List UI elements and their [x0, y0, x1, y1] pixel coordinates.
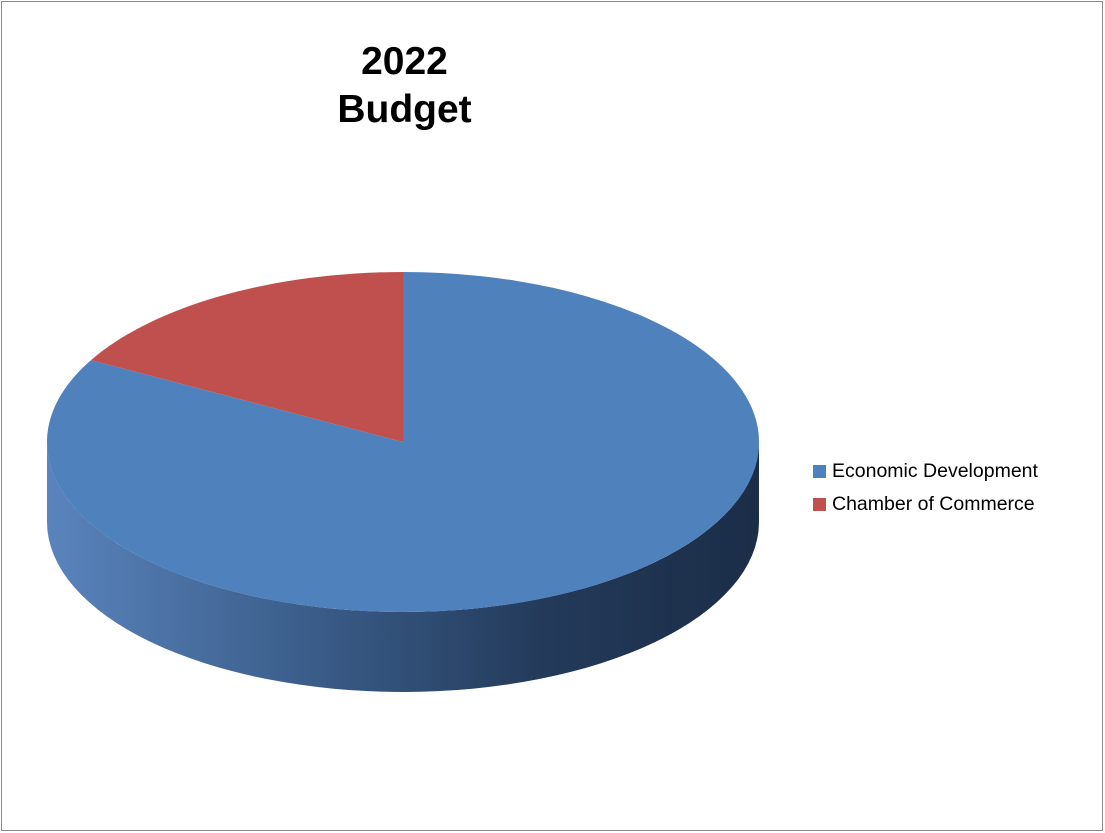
legend-item-economic-development: Economic Development [813, 458, 1038, 484]
pie-slice-economic-development [46, 272, 759, 612]
legend-label-economic-development: Economic Development [832, 459, 1038, 482]
pie-side-layer [47, 442, 759, 692]
pie-side-economic-development [47, 442, 759, 692]
legend: Economic Development Chamber of Commerce [813, 458, 1038, 524]
pie-top-layer [46, 272, 759, 612]
pie-slice-chamber-of-commerce [91, 272, 403, 442]
chart-title-line-1: 2022 [361, 40, 448, 83]
legend-label-chamber-of-commerce: Chamber of Commerce [832, 492, 1035, 515]
legend-swatch-chamber-of-commerce [813, 497, 826, 511]
chart-title-line-2: Budget [337, 88, 472, 131]
chart-title: 2022 Budget [2, 38, 807, 134]
legend-swatch-economic-development [813, 464, 826, 478]
legend-item-chamber-of-commerce: Chamber of Commerce [813, 491, 1038, 517]
